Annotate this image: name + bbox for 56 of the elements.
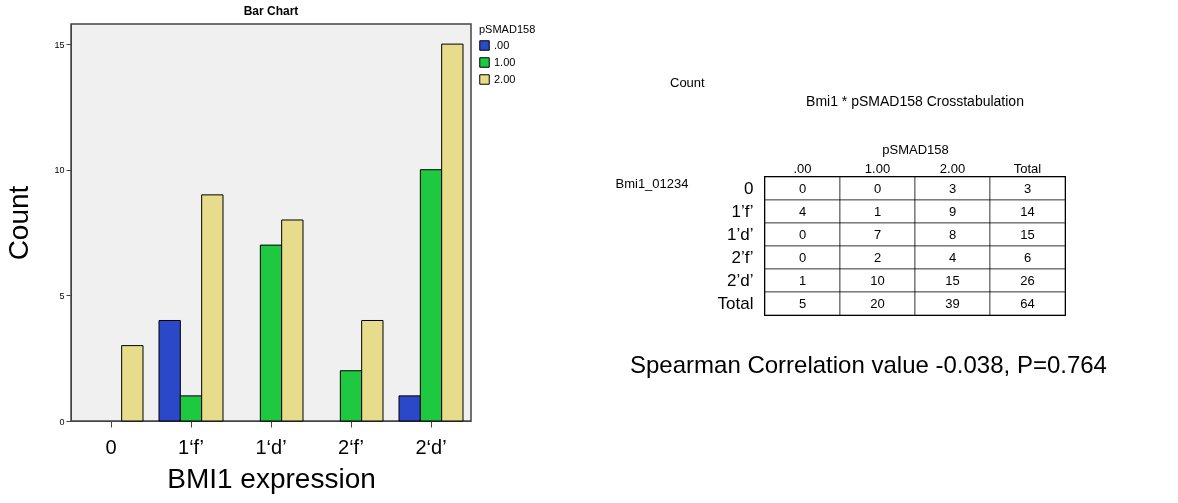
- chart-title: Bmi1 * pSMAD158 Crosstabulation: [806, 93, 1024, 109]
- y-tick-label: 0: [744, 178, 754, 198]
- data-label: 64: [1020, 295, 1035, 311]
- y-tick-label: 5: [59, 290, 65, 301]
- data-label: 4: [798, 203, 807, 219]
- x-tick-label: 2‘f’: [338, 435, 364, 458]
- bar: [121, 345, 144, 422]
- data-label: 0: [873, 180, 882, 196]
- data-label: 15: [945, 272, 960, 288]
- text: Spearman Correlation value -0.038, P=0.764: [630, 351, 1107, 379]
- x-axis-title: pSMAD158: [882, 141, 949, 157]
- data-label: 9: [948, 203, 957, 219]
- data-label: 8: [948, 226, 957, 242]
- x-tick-label: 1‘d’: [255, 435, 287, 458]
- legend-label: 2.00: [494, 72, 516, 85]
- data-label: 7: [873, 226, 882, 242]
- data-label: 14: [1020, 203, 1035, 219]
- legend-label: .00: [494, 38, 510, 51]
- data-label: 6: [1023, 249, 1032, 265]
- data-label: 2: [873, 249, 882, 265]
- x-tick-label: Total: [1013, 160, 1042, 176]
- data-label: 39: [945, 295, 960, 311]
- x-axis-title: BMI1 expression: [167, 462, 376, 494]
- chart-title: Bar Chart: [243, 4, 299, 18]
- x-tick-label: .00: [793, 160, 812, 176]
- y-tick-label: 1’d’: [727, 224, 754, 244]
- y-tick-label: 10: [54, 165, 65, 176]
- y-tick-label: 0: [59, 416, 65, 427]
- data-label: 4: [948, 249, 957, 265]
- x-tick-label: 2‘d’: [415, 435, 447, 458]
- data-label: 0: [798, 249, 807, 265]
- y-tick-label: 1’f’: [731, 201, 754, 221]
- data-label: 1: [873, 203, 882, 219]
- data-label: 5: [798, 295, 807, 311]
- data-label: 26: [1020, 272, 1035, 288]
- data-label: 10: [870, 272, 885, 288]
- x-tick-label: 0: [105, 435, 117, 458]
- y-axis-title: Bmi1_01234: [615, 175, 689, 191]
- y-tick-label: 2’d’: [727, 270, 754, 290]
- data-label: 3: [948, 180, 957, 196]
- x-tick-label: 2.00: [939, 160, 966, 176]
- legend-title: pSMAD158: [479, 23, 536, 35]
- data-label: 15: [1020, 226, 1035, 242]
- y-tick-label: Total: [717, 293, 754, 313]
- x-tick-label: 1‘f’: [178, 435, 204, 458]
- legend-label: 1.00: [494, 55, 516, 68]
- data-label: 1: [798, 272, 807, 288]
- data-label: 20: [870, 295, 885, 311]
- y-tick-label: 15: [54, 39, 65, 50]
- data-label: 0: [798, 226, 807, 242]
- data-label: 0: [798, 180, 807, 196]
- y-axis-title: Count: [3, 185, 35, 261]
- data-label: 3: [1023, 180, 1032, 196]
- y-tick-label: 2’f’: [731, 247, 754, 267]
- text: Count: [670, 75, 706, 90]
- x-tick-label: 1.00: [864, 160, 891, 176]
